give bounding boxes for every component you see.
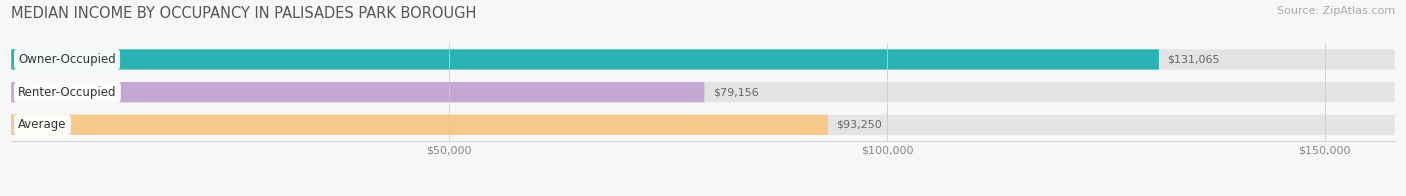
- Text: Source: ZipAtlas.com: Source: ZipAtlas.com: [1277, 6, 1395, 16]
- Text: Average: Average: [18, 118, 66, 131]
- FancyBboxPatch shape: [11, 115, 1395, 135]
- Text: $79,156: $79,156: [713, 87, 758, 97]
- Text: MEDIAN INCOME BY OCCUPANCY IN PALISADES PARK BOROUGH: MEDIAN INCOME BY OCCUPANCY IN PALISADES …: [11, 6, 477, 21]
- Text: Renter-Occupied: Renter-Occupied: [18, 86, 117, 99]
- FancyBboxPatch shape: [11, 115, 828, 135]
- FancyBboxPatch shape: [11, 49, 1159, 70]
- Text: $131,065: $131,065: [1167, 54, 1219, 64]
- Text: Owner-Occupied: Owner-Occupied: [18, 53, 115, 66]
- FancyBboxPatch shape: [11, 49, 1395, 70]
- Text: $93,250: $93,250: [837, 120, 882, 130]
- FancyBboxPatch shape: [11, 82, 1395, 102]
- FancyBboxPatch shape: [11, 82, 704, 102]
